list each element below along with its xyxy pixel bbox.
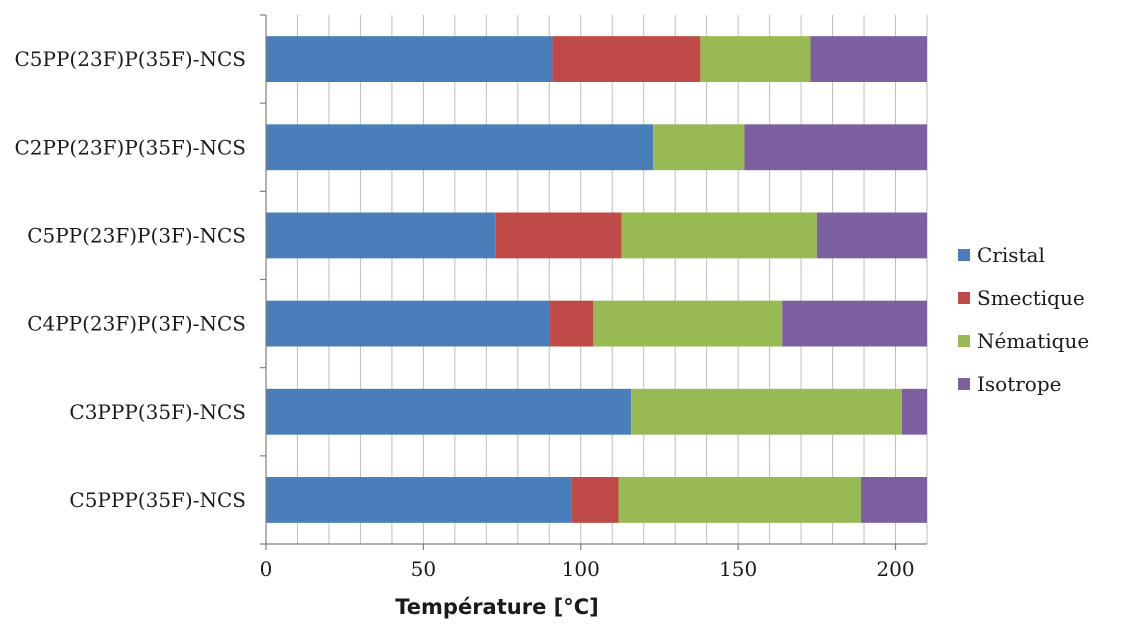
bar-segment: [571, 476, 619, 523]
x-tick-label: 0: [260, 557, 273, 581]
category-label: C5PP(23F)P(35F)-NCS: [14, 47, 246, 71]
bar-segment: [860, 476, 927, 523]
bar-segment: [266, 300, 550, 347]
legend-swatch: [958, 292, 970, 304]
bar-segment: [744, 124, 927, 171]
bar-segment: [618, 476, 861, 523]
x-tick-label: 50: [411, 557, 436, 581]
category-label: C3PPP(35F)-NCS: [69, 400, 246, 424]
bar-segment: [266, 476, 572, 523]
bar-segment: [631, 388, 902, 435]
x-tick-labels: 0 50 100 150 200: [260, 557, 915, 581]
bar-segment: [653, 124, 745, 171]
bar-segment: [266, 36, 553, 83]
bar-segment: [700, 36, 811, 83]
bar-segment: [495, 212, 622, 259]
legend-label: Nématique: [977, 329, 1089, 353]
category-label: C5PP(23F)P(3F)-NCS: [27, 223, 246, 247]
grid-lines: [296, 15, 928, 544]
x-axis-title: Température [°C]: [395, 595, 598, 619]
legend-label: Smectique: [977, 286, 1085, 310]
x-tick-label: 150: [719, 557, 757, 581]
bar-segment: [593, 300, 783, 347]
bars: [266, 36, 927, 523]
legend-label: Isotrope: [977, 372, 1061, 396]
category-label: C5PPP(35F)-NCS: [69, 488, 246, 512]
bar-segment: [549, 300, 594, 347]
category-label: C4PP(23F)P(3F)-NCS: [27, 312, 246, 336]
bar-segment: [810, 36, 927, 83]
bar-segment: [816, 212, 927, 259]
x-tick-label: 100: [562, 557, 600, 581]
legend-swatch: [958, 335, 970, 347]
category-label: C2PP(23F)P(35F)-NCS: [14, 135, 246, 159]
x-tick-label: 200: [876, 557, 914, 581]
legend: Cristal Smectique Nématique Isotrope: [958, 243, 1089, 396]
bar-segment: [901, 388, 927, 435]
bar-segment: [621, 212, 817, 259]
bar-segment: [552, 36, 701, 83]
bar-segment: [266, 124, 654, 171]
bar-segment: [782, 300, 927, 347]
legend-label: Cristal: [977, 243, 1045, 267]
legend-swatch: [958, 249, 970, 261]
bar-segment: [266, 212, 496, 259]
axes: [260, 14, 927, 550]
category-labels: C5PPP(35F)-NCS C3PPP(35F)-NCS C4PP(23F)P(3…: [14, 47, 246, 512]
bar-segment: [266, 388, 632, 435]
legend-swatch: [958, 378, 970, 390]
